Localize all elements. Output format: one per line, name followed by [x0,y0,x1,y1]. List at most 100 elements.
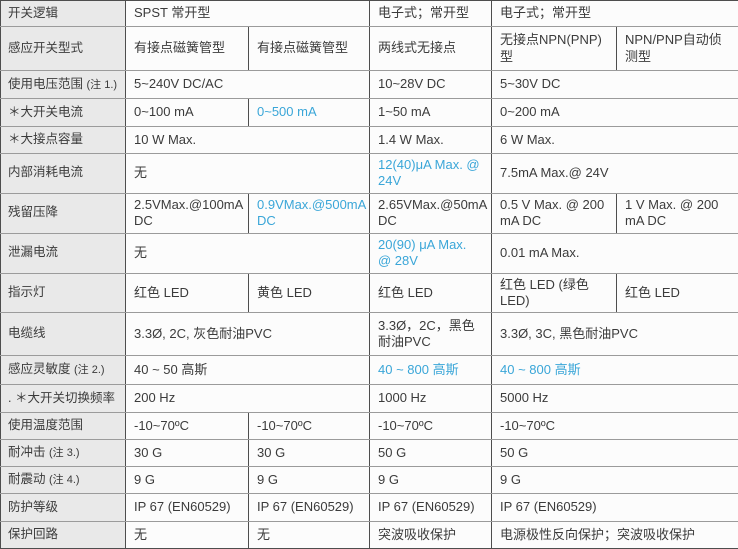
row-label-note: (注 2.) [74,364,105,376]
row-label: 开关逻辑 [1,1,126,27]
spec-cell: 9 G [249,467,370,494]
spec-cell: 无接点NPN(PNP)型 [492,27,617,71]
spec-cell: 0~100 mA [126,99,249,127]
spec-cell: 1~50 mA [370,99,492,127]
spec-cell: 40 ~ 50 高斯 [126,356,370,385]
row-label: 感应灵敏度 (注 2.) [1,356,126,385]
row-label: 使用电压范围 (注 1.) [1,71,126,99]
row-label-note: (注 1.) [86,79,117,91]
spec-cell: 3.3Ø，2C，黑色耐油PVC [370,313,492,356]
spec-cell: 红色 LED [617,273,738,313]
spec-cell: 2.65VMax.@50mA DC [370,193,492,233]
spec-cell: 40 ~ 800 高斯 [370,356,492,385]
spec-cell: 200 Hz [126,385,370,413]
row-label: ＊大开关电流 [1,99,126,127]
row-label: 泄漏电流 [1,233,126,273]
spec-cell: SPST 常开型 [126,1,370,27]
row-label-note: (注 4.) [49,474,80,486]
spec-cell: -10~70ºC [370,413,492,440]
spec-cell: 0.5 V Max. @ 200 mA DC [492,193,617,233]
spec-cell: 黄色 LED [249,273,370,313]
spec-cell: 电子式；常开型 [370,1,492,27]
spec-cell: 1.4 W Max. [370,127,492,154]
row-label: 使用温度范围 [1,413,126,440]
spec-cell: 5~240V DC/AC [126,71,370,99]
spec-cell: 0~200 mA [492,99,738,127]
row-label: 防护等级 [1,494,126,522]
spec-cell: 有接点磁簧管型 [249,27,370,71]
spec-cell: 10 W Max. [126,127,370,154]
spec-cell: 9 G [126,467,249,494]
spec-cell: 9 G [492,467,738,494]
spec-cell: 50 G [370,440,492,467]
spec-cell: 无 [126,154,370,194]
spec-cell: 突波吸收保护 [370,522,492,549]
table-row: 使用温度范围-10~70ºC-10~70ºC-10~70ºC-10~70ºC [1,413,738,440]
spec-cell: 12(40)μA Max. @ 24V [370,154,492,194]
row-label: 电缆线 [1,313,126,356]
spec-cell: 两线式无接点 [370,27,492,71]
spec-cell: IP 67 (EN60529) [126,494,249,522]
spec-cell: 有接点磁簧管型 [126,27,249,71]
spec-cell: 电子式；常开型 [492,1,738,27]
spec-cell: -10~70ºC [249,413,370,440]
table-row: 保护回路无无突波吸收保护电源极性反向保护；突波吸收保护 [1,522,738,549]
spec-cell: 3.3Ø, 2C, 灰色耐油PVC [126,313,370,356]
spec-cell: -10~70ºC [492,413,738,440]
spec-cell: 2.5VMax.@100mA DC [126,193,249,233]
row-label: . ＊大开关切换频率 [1,385,126,413]
spec-cell: 1 V Max. @ 200 mA DC [617,193,738,233]
row-label: 耐冲击 (注 3.) [1,440,126,467]
spec-cell: 电源极性反向保护；突波吸收保护 [492,522,738,549]
spec-cell: 5~30V DC [492,71,738,99]
spec-cell: 30 G [126,440,249,467]
spec-cell: IP 67 (EN60529) [370,494,492,522]
spec-cell: 20(90) μA Max. @ 28V [370,233,492,273]
spec-cell: 7.5mA Max.@ 24V [492,154,738,194]
spec-cell: 无 [126,233,370,273]
row-label: 内部消耗电流 [1,154,126,194]
spec-cell: IP 67 (EN60529) [249,494,370,522]
spec-cell: 0.01 mA Max. [492,233,738,273]
row-label: 保护回路 [1,522,126,549]
spec-cell: 40 ~ 800 高斯 [492,356,738,385]
row-label: ＊大接点容量 [1,127,126,154]
spec-cell: 5000 Hz [492,385,738,413]
row-label: 残留压降 [1,193,126,233]
spec-cell: 红色 LED [126,273,249,313]
spec-cell: 无 [249,522,370,549]
row-label-note: (注 3.) [49,447,80,459]
row-label: 指示灯 [1,273,126,313]
spec-cell: 50 G [492,440,738,467]
row-label: 感应开关型式 [1,27,126,71]
spec-cell: 红色 LED (绿色 LED) [492,273,617,313]
spec-cell: 3.3Ø, 3C, 黑色耐油PVC [492,313,738,356]
row-label: 耐震动 (注 4.) [1,467,126,494]
spec-cell: 9 G [370,467,492,494]
spec-cell: -10~70ºC [126,413,249,440]
spec-cell: 0~500 mA [249,99,370,127]
spec-cell: 1000 Hz [370,385,492,413]
spec-cell: 10~28V DC [370,71,492,99]
spec-cell: 30 G [249,440,370,467]
spec-cell: IP 67 (EN60529) [492,494,738,522]
spec-cell: NPN/PNP自动侦测型 [617,27,738,71]
